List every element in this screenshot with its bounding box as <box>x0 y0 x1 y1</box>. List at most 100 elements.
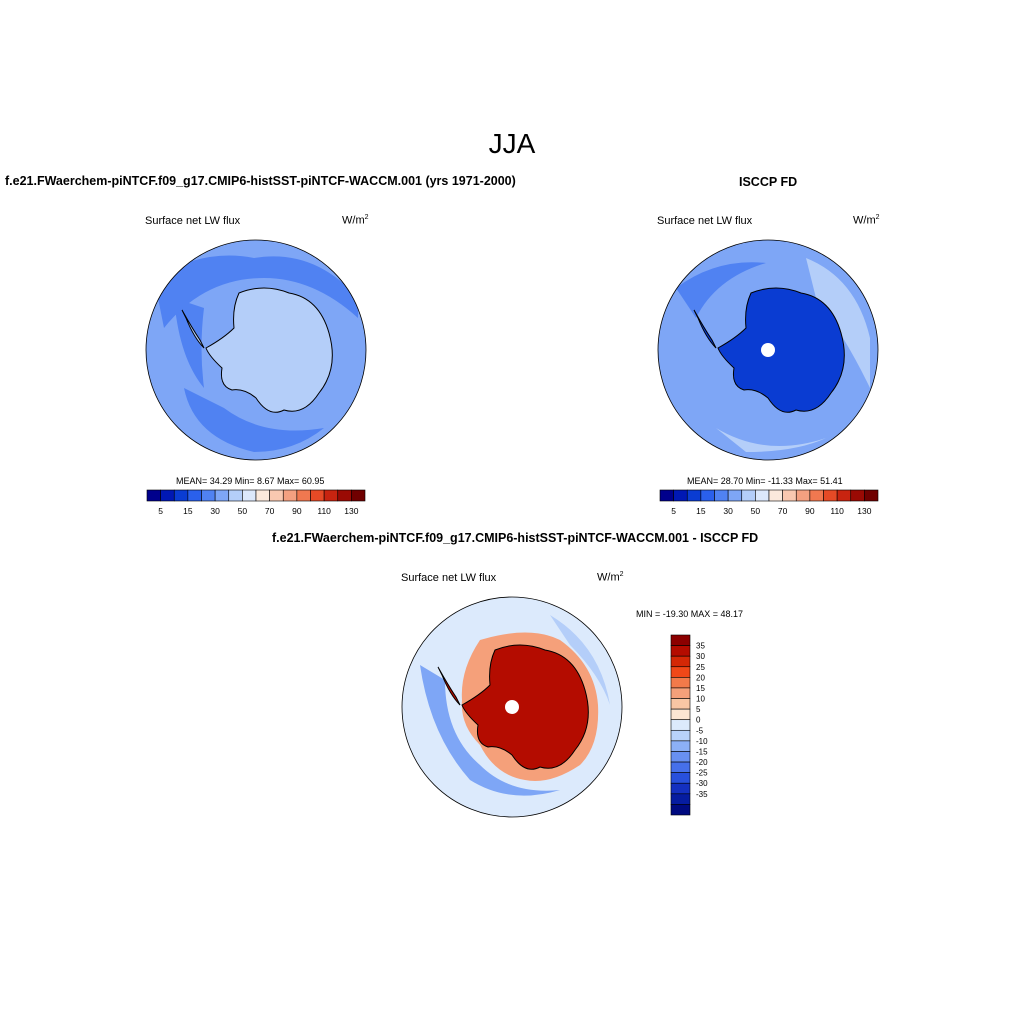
panel3-colorbar-swatch-2 <box>670 655 691 668</box>
panel2-ocean-light-south <box>716 428 826 452</box>
panel2-colorbar-tick-label: 15 <box>696 506 706 516</box>
panel1-ocean-dark-south <box>184 388 324 452</box>
panel3-colorbar-swatch-16 <box>670 804 691 816</box>
panel1-colorbar-swatch-5 <box>214 489 230 502</box>
panel2-colorbar-tick-label: 130 <box>857 506 871 516</box>
panel1-colorbar-swatch-9 <box>269 489 284 502</box>
panel3-units-exp: 2 <box>619 571 624 578</box>
panel3-colorbar-tick-label: -10 <box>696 737 708 746</box>
panel2-colorbar-swatch-14 <box>850 489 865 502</box>
panel1-colorbar-swatch-12 <box>310 489 325 502</box>
panel2-pole-missing-data <box>761 343 775 357</box>
panel2-colorbar-swatch-13 <box>836 489 852 502</box>
panel3-polar-map <box>401 596 623 818</box>
panel3-units-base: W/m <box>597 571 620 584</box>
panel1-colorbar-tick-label: 30 <box>210 506 220 516</box>
panel1-ocean-dark-band <box>154 255 358 328</box>
panel3-colorbar-swatch-0 <box>670 634 691 646</box>
panel2-colorbar-swatch-4 <box>714 489 729 502</box>
panel1-colorbar-swatch-10 <box>282 489 298 502</box>
panel1-peninsula <box>181 309 205 349</box>
panel1-colorbar-swatch-15 <box>351 489 366 502</box>
panel2-map-border <box>657 239 879 461</box>
panel2-colorbar-swatch-0 <box>659 489 674 502</box>
panel3-colorbar-swatch-5 <box>670 687 691 699</box>
panel3-colorbar-tick-label: -20 <box>696 758 708 767</box>
panel2-colorbar-swatch-7 <box>755 489 770 502</box>
panel2-colorbar-swatch-6 <box>741 489 756 502</box>
panel2-colorbar-swatch-12 <box>823 489 838 502</box>
panel3-colorbar-swatch-6 <box>670 698 691 710</box>
panel3-colorbar-swatch-4 <box>670 677 691 689</box>
panel1-colorbar-swatch-1 <box>160 489 175 502</box>
panel1-colorbar-tick-label: 130 <box>344 506 358 516</box>
panel1-colorbar: 5 15 30 50 70 90 110 130 <box>146 489 366 516</box>
panel2-colorbar-swatch-8 <box>768 489 783 502</box>
panel3-colorbar-swatch-13 <box>670 772 691 784</box>
panel2-polar-map <box>657 239 879 461</box>
panel2-colorbar-swatch-15 <box>864 489 879 502</box>
panel2-colorbar-swatch-2 <box>686 489 702 502</box>
panel1-title: f.e21.FWaerchem-piNTCF.f09_g17.CMIP6-his… <box>5 174 516 188</box>
panel1-colorbar-tick-label: 5 <box>158 506 163 516</box>
panel1-colorbar-swatch-11 <box>296 489 311 502</box>
panel1-units: W/m2 <box>342 214 369 227</box>
panel1-antarctica <box>205 287 333 413</box>
panel2-stats: MEAN= 28.70 Min= -11.33 Max= 51.41 <box>687 476 843 486</box>
panel3-ocean-negative <box>420 665 560 796</box>
panel3-colorbar-tick-label: 0 <box>696 716 701 725</box>
panel2-colorbar-tick-label: 50 <box>751 506 761 516</box>
panel2-ocean-dark-north <box>676 262 766 318</box>
panel3-colorbar-tick-label: 10 <box>696 695 705 704</box>
panel1-colorbar-swatch-14 <box>337 489 352 502</box>
panel2-colorbar-swatch-1 <box>673 489 688 502</box>
panel1-colorbar-swatch-4 <box>201 489 216 502</box>
panel3-title: f.e21.FWaerchem-piNTCF.f09_g17.CMIP6-his… <box>272 531 759 545</box>
panel3-colorbar-swatch-1 <box>670 645 691 657</box>
panel1-polar-map <box>145 239 367 461</box>
panel3-colorbar-swatch-9 <box>670 729 691 742</box>
panel3-colorbar-tick-label: 35 <box>696 642 705 651</box>
panel2-units-base: W/m <box>853 214 876 227</box>
panel2-units: W/m2 <box>853 214 880 227</box>
panel2-peninsula <box>693 309 717 349</box>
panel1-colorbar-tick-label: 70 <box>265 506 275 516</box>
panel1-stats: MEAN= 34.29 Min= 8.67 Max= 60.95 <box>176 476 325 486</box>
panel3-colorbar-swatch-12 <box>670 761 691 773</box>
panel3-colorbar-tick-label: -5 <box>696 726 704 735</box>
panel1-ocean-dark-west <box>174 298 204 388</box>
panel3-colorbar-swatch-3 <box>670 666 691 678</box>
panel2-colorbar: 5 15 30 50 70 90 110 130 <box>659 489 879 516</box>
panel1-colorbar-swatch-0 <box>146 489 161 502</box>
panel2-variable-label: Surface net LW flux <box>657 215 753 227</box>
panel1-colorbar-swatch-6 <box>228 489 243 502</box>
panel3-stats: MIN = -19.30 MAX = 48.17 <box>636 609 744 619</box>
panel3-colorbar-swatch-10 <box>670 740 691 752</box>
panel1-colorbar-swatch-8 <box>255 489 270 502</box>
panel3-colorbar-tick-label: -35 <box>696 790 708 799</box>
panel1-colorbar-swatch-2 <box>173 489 189 502</box>
panel2-colorbar-tick-label: 30 <box>723 506 733 516</box>
panel3-colorbar-tick-label: 30 <box>696 652 705 661</box>
panel1-colorbar-tick-label: 110 <box>317 506 331 516</box>
panel3-colorbar-tick-label: -30 <box>696 779 708 788</box>
panel1-units-base: W/m <box>342 214 365 227</box>
panel3-antarctica <box>461 644 589 770</box>
panel3-colorbar-tick-label: -25 <box>696 769 708 778</box>
panel2-colorbar-tick-label: 110 <box>830 506 844 516</box>
panel2-colorbar-tick-label: 5 <box>671 506 676 516</box>
panel3-colorbar-swatch-7 <box>670 708 691 721</box>
panel3-colorbar-swatch-11 <box>670 751 691 763</box>
panel2-colorbar-swatch-10 <box>795 489 811 502</box>
main-title: JJA <box>488 128 536 159</box>
panel3-colorbar-swatch-8 <box>670 719 691 731</box>
panel3-colorbar-swatch-15 <box>670 793 691 805</box>
panel3-colorbar-tick-label: 20 <box>696 673 705 682</box>
panel1-map-border <box>145 239 367 461</box>
panel1-units-exp: 2 <box>364 214 369 221</box>
panel3-colorbar-tick-label: 15 <box>696 684 705 693</box>
panel1-colorbar-swatch-13 <box>323 489 339 502</box>
panel1-colorbar-tick-label: 90 <box>292 506 302 516</box>
panel3-variable-label: Surface net LW flux <box>401 572 497 584</box>
